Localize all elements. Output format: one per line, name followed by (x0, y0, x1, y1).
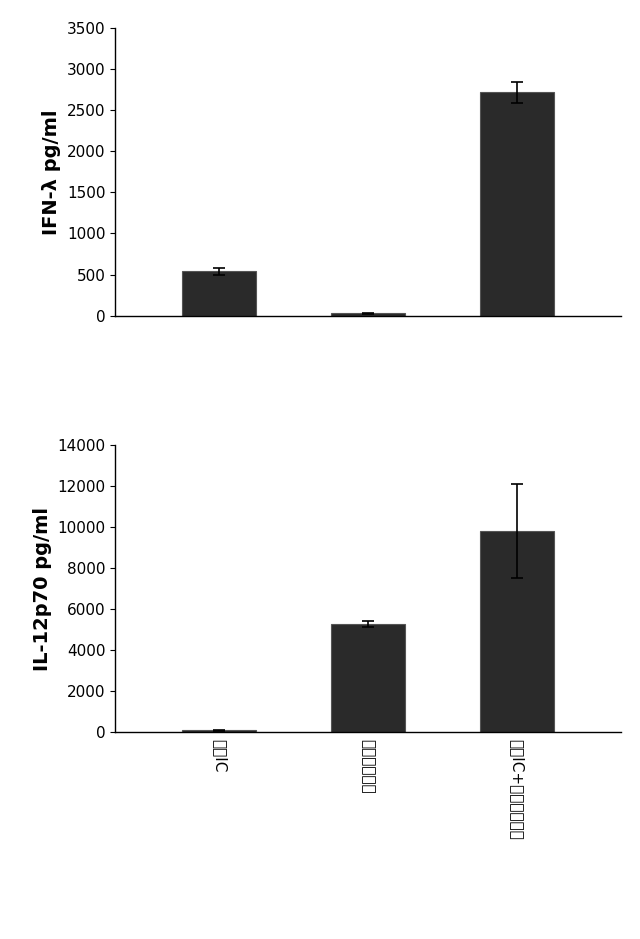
Y-axis label: IL-12p70 pg/ml: IL-12p70 pg/ml (33, 507, 52, 670)
Y-axis label: IFN-λ pg/ml: IFN-λ pg/ml (42, 109, 61, 235)
Bar (331, 623, 405, 732)
Bar (479, 92, 554, 316)
Bar (479, 531, 554, 732)
Bar (182, 271, 257, 316)
Bar (331, 313, 405, 316)
Bar (182, 731, 257, 732)
